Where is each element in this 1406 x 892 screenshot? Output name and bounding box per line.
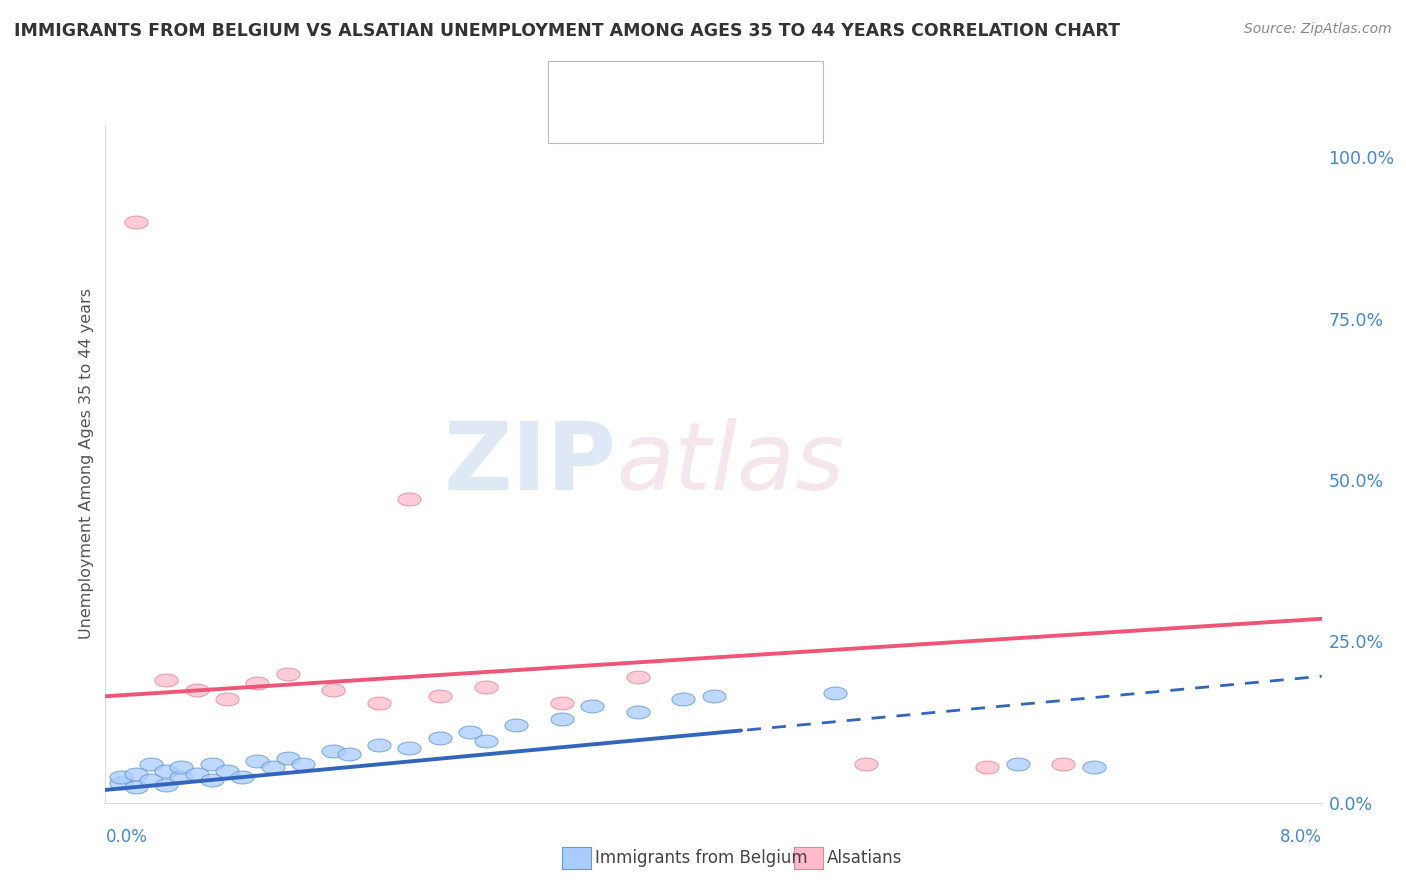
Point xyxy=(322,744,344,758)
Point xyxy=(368,738,391,752)
Point xyxy=(277,750,299,764)
Point xyxy=(702,690,725,704)
Text: atlas: atlas xyxy=(616,418,845,509)
Point xyxy=(855,757,877,772)
Point xyxy=(672,692,695,706)
Point xyxy=(217,692,239,706)
Point xyxy=(1052,757,1074,772)
Text: Source: ZipAtlas.com: Source: ZipAtlas.com xyxy=(1244,22,1392,37)
Point xyxy=(139,757,162,772)
Point xyxy=(429,690,451,704)
Point xyxy=(626,706,648,720)
Point xyxy=(125,215,148,229)
Y-axis label: Unemployment Among Ages 35 to 44 years: Unemployment Among Ages 35 to 44 years xyxy=(79,288,94,640)
Point xyxy=(429,731,451,746)
Point xyxy=(337,747,360,762)
Point xyxy=(125,766,148,780)
Point xyxy=(217,764,239,778)
Point xyxy=(262,760,284,774)
Point xyxy=(155,764,177,778)
Point xyxy=(474,680,496,694)
Point xyxy=(976,760,998,774)
Point xyxy=(139,773,162,788)
Point xyxy=(246,754,269,768)
Point xyxy=(398,740,420,755)
Point xyxy=(170,760,193,774)
Point xyxy=(581,698,603,713)
Point xyxy=(458,724,481,739)
Text: R = 0.342   N = 35: R = 0.342 N = 35 xyxy=(605,76,769,94)
Text: ZIP: ZIP xyxy=(443,417,616,510)
Text: Immigrants from Belgium: Immigrants from Belgium xyxy=(595,849,807,867)
Point xyxy=(626,670,648,684)
Text: 0.0%: 0.0% xyxy=(105,828,148,846)
Point xyxy=(110,770,132,784)
Point xyxy=(398,492,420,507)
Point xyxy=(201,773,224,788)
Text: IMMIGRANTS FROM BELGIUM VS ALSATIAN UNEMPLOYMENT AMONG AGES 35 TO 44 YEARS CORRE: IMMIGRANTS FROM BELGIUM VS ALSATIAN UNEM… xyxy=(14,22,1121,40)
Point xyxy=(186,766,208,780)
Point xyxy=(155,673,177,687)
Point xyxy=(474,734,496,748)
Point xyxy=(368,696,391,710)
Point xyxy=(201,757,224,772)
Point xyxy=(110,776,132,790)
Text: Alsatians: Alsatians xyxy=(827,849,903,867)
Point xyxy=(505,718,527,732)
Point xyxy=(550,696,572,710)
Point xyxy=(322,682,344,697)
Point xyxy=(1007,757,1029,772)
Point xyxy=(1083,760,1105,774)
Point xyxy=(231,770,253,784)
Point xyxy=(824,686,846,700)
Point xyxy=(292,757,315,772)
Text: 8.0%: 8.0% xyxy=(1279,828,1322,846)
Point xyxy=(186,682,208,697)
Point xyxy=(155,778,177,792)
Point xyxy=(550,712,572,726)
Point xyxy=(125,780,148,794)
Text: R = 0.103   N = 16: R = 0.103 N = 16 xyxy=(605,112,769,129)
Point xyxy=(246,676,269,690)
Point xyxy=(277,666,299,681)
Point xyxy=(170,770,193,784)
